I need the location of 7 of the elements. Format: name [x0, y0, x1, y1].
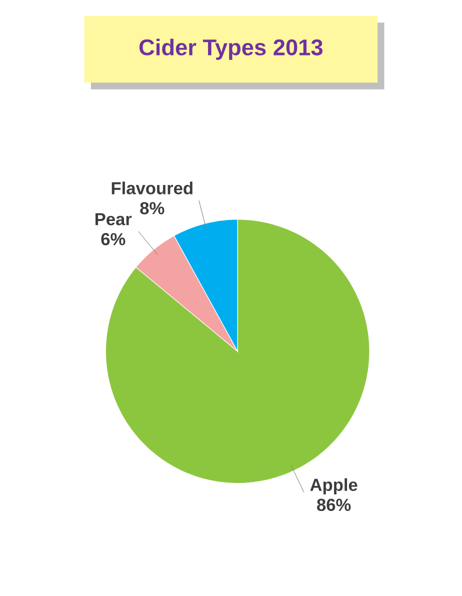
slice-label: Pear [96, 213, 132, 226]
data-label: 86% [317, 498, 351, 511]
chart-title: Cider Types 2013 [139, 38, 322, 60]
data-label: 6% [101, 233, 126, 246]
slice-label: Flavoured [112, 182, 192, 194]
data-label: 8% [140, 202, 164, 214]
slice-label: Apple [310, 478, 358, 494]
